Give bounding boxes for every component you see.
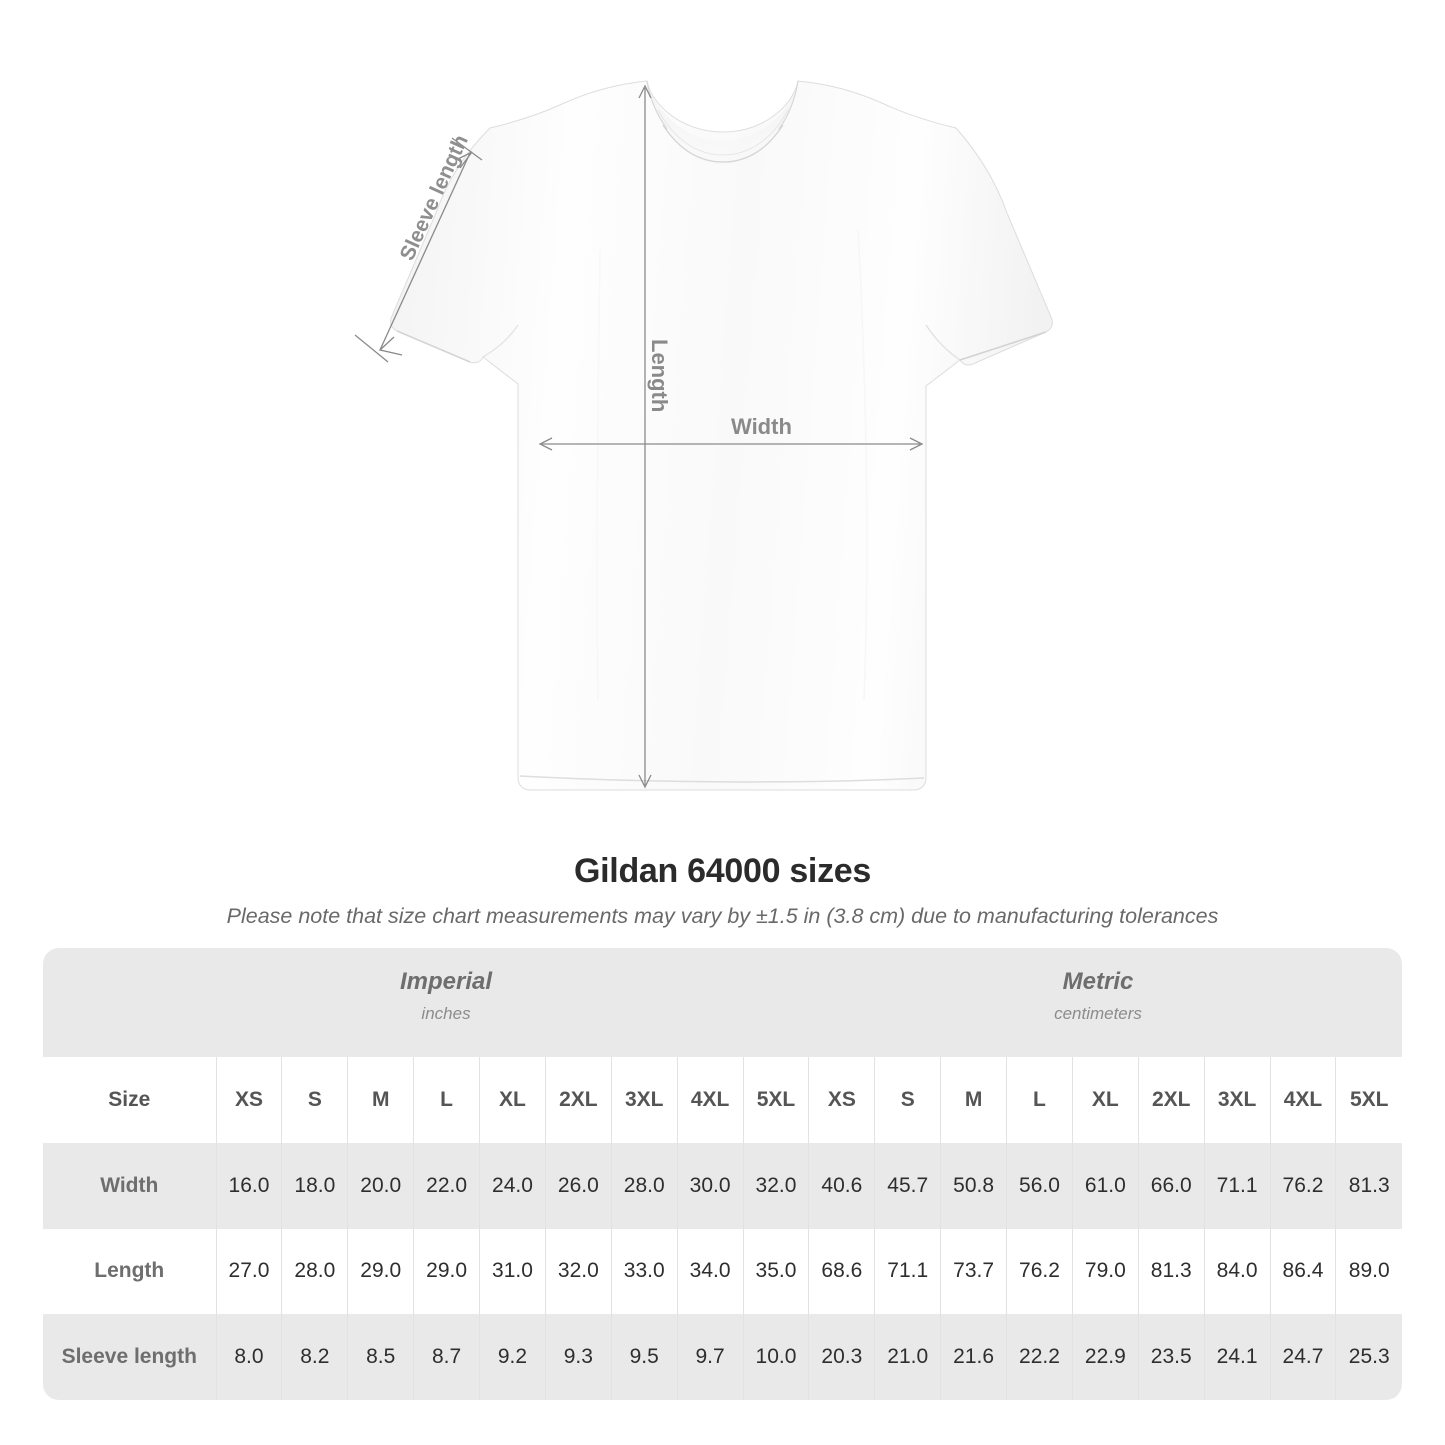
svg-text:Width: Width: [731, 414, 792, 439]
svg-text:Length: Length: [647, 339, 672, 412]
